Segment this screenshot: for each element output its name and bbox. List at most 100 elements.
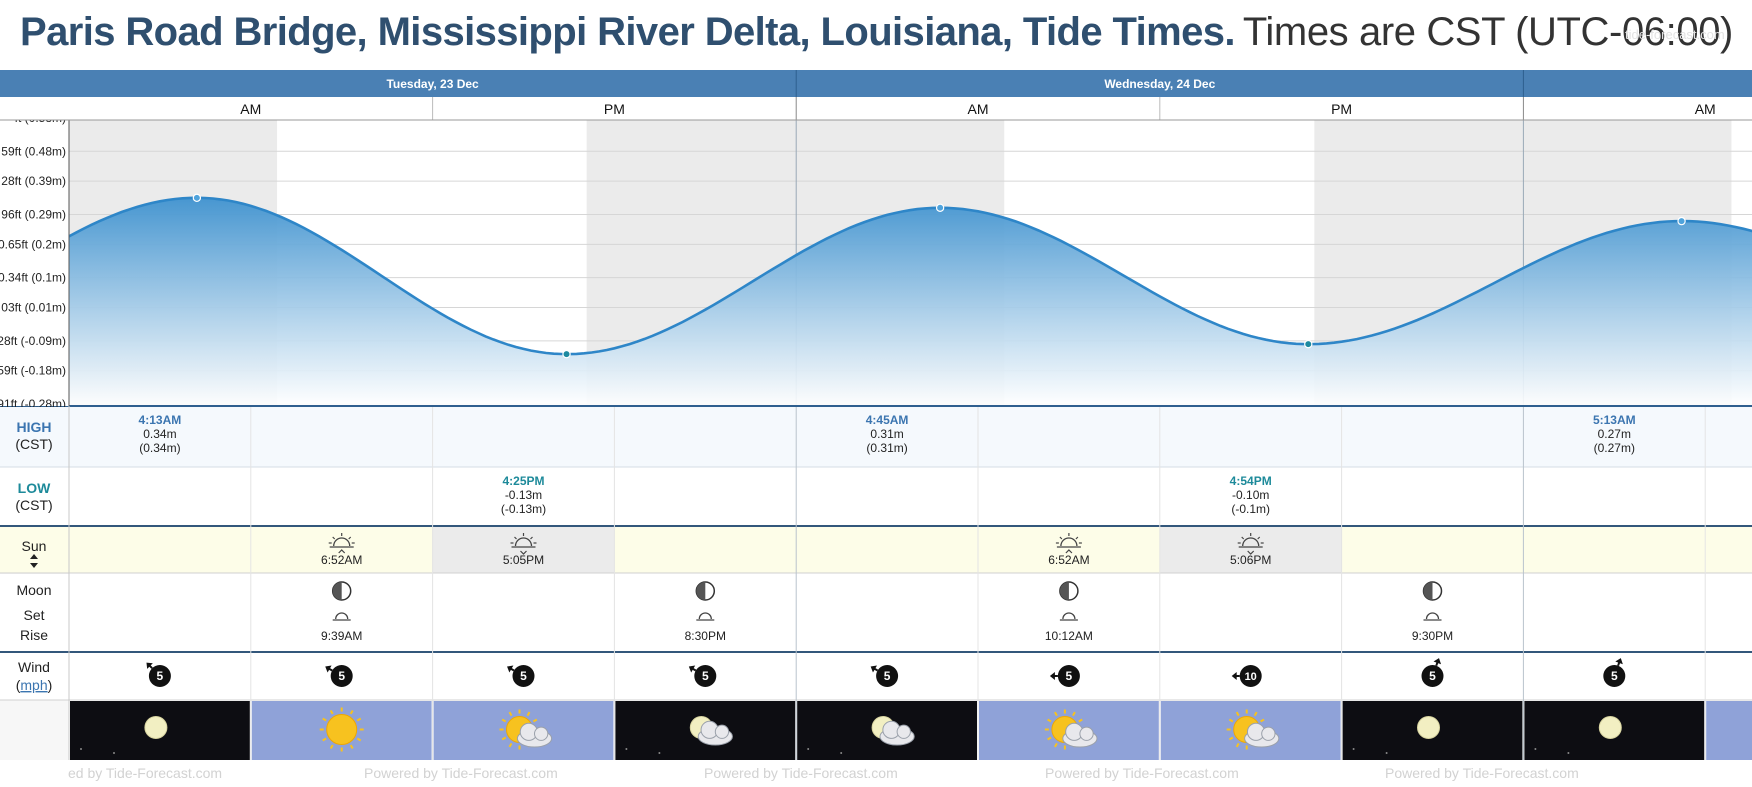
low-tide-height-rounded: (-0.13m) [501,502,546,516]
moon-time: 8:30PM [685,629,726,643]
paren-close: ) [48,677,53,693]
footer-credit: ed by Tide-Forecast.com [68,765,223,781]
y-tick-label: 59ft (-0.18m) [0,364,66,378]
sunset-time: 5:06PM [1230,553,1271,567]
low-tz-label: (CST) [15,497,52,513]
moon-label: Moon [16,582,51,598]
am-label: AM [968,101,989,117]
high-tide-point [935,203,945,212]
wind-speed: 5 [702,669,709,683]
low-tide-height-rounded: (-0.1m) [1231,502,1270,516]
wind-speed: 5 [1429,669,1436,683]
y-tick-label: 59ft (0.48m) [1,144,66,158]
footer-credit: Powered by Tide-Forecast.com [704,765,898,781]
moon-time: 9:30PM [1412,629,1453,643]
y-tick-label: 0.65ft (0.2m) [0,237,66,251]
watermark: tide-forecast.com [1625,27,1725,42]
partly-cloudy-day-icon [1160,701,1341,760]
high-tide-height: 0.31m [870,427,903,441]
tide-area [69,197,1752,406]
wind-speed: 5 [338,669,345,683]
footer-credit: Powered by Tide-Forecast.com [1385,765,1579,781]
moon-row [0,574,1752,652]
moonrise-icon [332,612,351,621]
clear-night-icon [1342,701,1523,760]
low-tide-point [1304,339,1313,349]
high-tide-time: 4:45AM [866,413,909,427]
wind-row [0,653,1752,700]
wind-direction-icon [1231,665,1262,687]
moon-phase-icon [695,581,716,601]
partly-cloudy-night-icon [797,701,977,760]
sunrise-time: 6:52AM [1048,553,1089,567]
timezone-subtitle: Times are CST (UTC-06:00) [1242,10,1734,54]
low-tide-point [562,349,571,359]
high-tide-point [192,193,202,203]
page-title: Paris Road Bridge, Mississippi River Del… [20,10,1235,54]
wind-direction-icon [1049,665,1080,687]
low-tide-height: -0.10m [1232,488,1269,502]
high-row [0,407,1752,467]
day-label: Wednesday, 24 Dec [1104,77,1215,91]
wind-direction-icon [1421,658,1444,687]
high-tide-time: 4:13AM [139,413,182,427]
low-tide-time: 4:25PM [502,474,544,488]
wind-speed: 5 [520,669,527,683]
clear-night-icon [1524,701,1705,760]
sunset-time: 5:05PM [503,553,544,567]
high-label: HIGH [17,419,52,435]
clear-night-icon [70,701,250,760]
page-header: Paris Road Bridge, Mississippi River Del… [20,10,1733,62]
wind-unit-link[interactable]: mph [20,677,47,693]
moon-phase-icon [331,581,352,601]
am-label: AM [240,101,261,117]
pm-label: PM [604,101,625,117]
wind-direction-icon [507,665,535,687]
footer-credit: Powered by Tide-Forecast.com [1045,765,1239,781]
sunset-icon [510,533,537,555]
low-tide-time: 4:54PM [1230,474,1272,488]
wind-direction-icon [146,662,171,687]
am-label: AM [1695,101,1716,117]
wind-unit-label: (mph) [16,677,53,693]
partly-cloudy-day-icon [979,701,1159,760]
sunrise-icon [1055,533,1082,554]
sun-label: Sun [22,538,47,554]
sunny-icon [1706,701,1752,760]
wind-direction-icon [1603,658,1626,687]
high-tide-height: 0.27m [1598,427,1631,441]
wind-speed: 10 [1245,671,1257,683]
moon-rise-label: Rise [20,627,48,643]
footer-credit: Powered by Tide-Forecast.com [364,765,558,781]
wind-direction-icon [688,665,717,687]
chart-plot [69,120,1752,406]
wind-direction-icon [325,665,353,687]
tide-line [69,196,1752,356]
high-tz-label: (CST) [15,436,52,452]
low-tide-height: -0.13m [505,488,542,502]
wind-speed: 5 [157,669,164,683]
paren-open: ( [16,677,21,693]
moonrise-icon [1059,612,1078,621]
y-tick-label: 0.34ft (0.1m) [0,271,66,285]
sun-row [0,527,1752,573]
low-label: LOW [18,480,51,496]
wind-speed: 5 [884,669,891,683]
high-tide-point [1677,216,1686,226]
day-label: Tuesday, 23 Dec [386,77,479,91]
y-tick-label: 28ft (-0.09m) [0,334,66,348]
high-tide-height-rounded: (0.27m) [1594,441,1635,455]
low-row [0,467,1752,526]
high-tide-height-rounded: (0.31m) [866,441,907,455]
moon-phase-icon [1422,581,1443,601]
y-tick-label: 96ft (0.29m) [1,207,66,221]
high-tide-height: 0.34m [143,427,176,441]
wind-label: Wind [18,659,50,675]
high-tide-time: 5:13AM [1593,413,1636,427]
y-tick-label: 03ft (0.01m) [1,301,66,315]
high-tide-height-rounded: (0.34m) [139,441,180,455]
sunrise-time: 6:52AM [321,553,362,567]
pm-label: PM [1331,101,1352,117]
moon-set-label: Set [23,607,44,623]
sort-icon [30,554,38,568]
